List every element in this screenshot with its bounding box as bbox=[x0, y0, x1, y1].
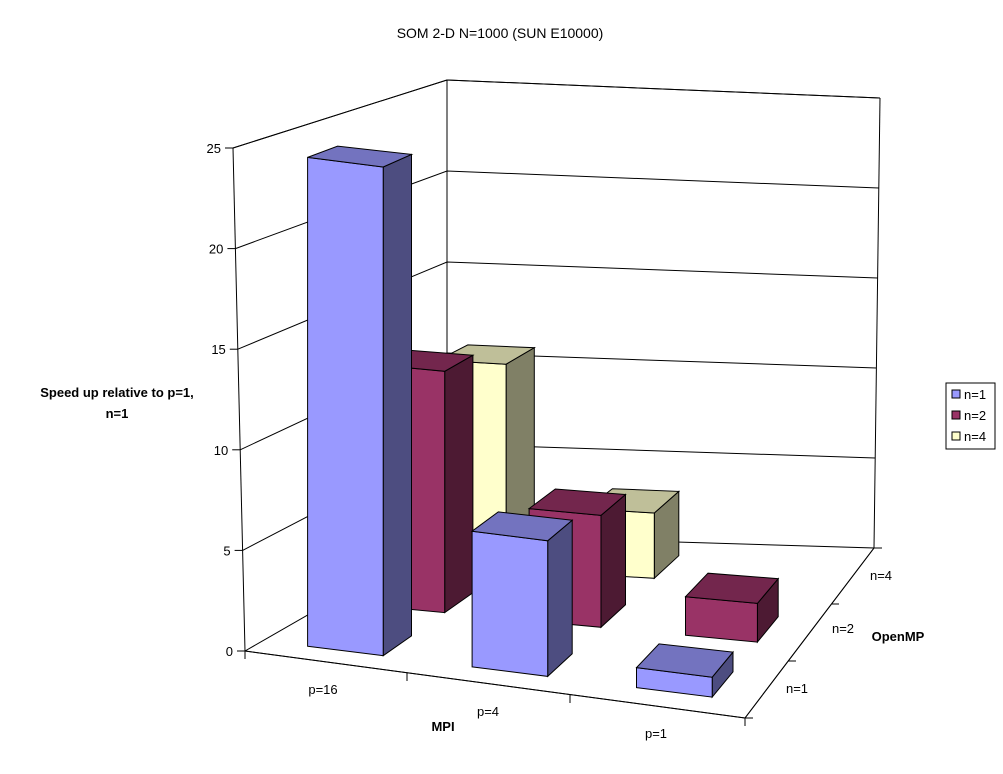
legend-label: n=2 bbox=[964, 408, 986, 423]
y-tick-label: 15 bbox=[211, 342, 225, 357]
depth-category-labels: n=1 n=2 n=4 bbox=[786, 568, 892, 696]
x-axis bbox=[244, 650, 746, 726]
y-axis-label-line1: Speed up relative to p=1, bbox=[40, 385, 194, 400]
depth-category-label: n=4 bbox=[870, 568, 892, 583]
depth-axis-label: OpenMP bbox=[872, 629, 925, 644]
depth-axis-line bbox=[744, 547, 875, 719]
x-category-label: p=4 bbox=[477, 704, 499, 719]
bar-top-face bbox=[470, 511, 574, 542]
bars bbox=[307, 145, 780, 699]
bar-front-face bbox=[307, 156, 384, 657]
x-category-label: p=16 bbox=[308, 682, 337, 697]
depth-category-label: n=1 bbox=[786, 681, 808, 696]
x-axis-label: MPI bbox=[431, 719, 454, 734]
bar bbox=[635, 643, 734, 699]
y-tick-labels: 0 5 10 15 20 25 bbox=[207, 141, 233, 659]
y-tick-label: 20 bbox=[209, 242, 223, 257]
y-tick-label: 10 bbox=[214, 443, 228, 458]
depth-category-label: n=2 bbox=[832, 621, 854, 636]
bar-top-face bbox=[635, 643, 734, 678]
bar bbox=[684, 572, 780, 644]
bar-front-face bbox=[685, 596, 758, 643]
bar-top-face bbox=[527, 488, 627, 516]
bar-side-face bbox=[600, 493, 626, 629]
bar-side-face bbox=[444, 354, 474, 614]
gridline bbox=[235, 170, 879, 250]
y-tick-label: 25 bbox=[207, 141, 221, 156]
x-axis-line bbox=[244, 650, 746, 719]
y-tick-label: 0 bbox=[226, 644, 233, 659]
bar-front-face bbox=[471, 530, 549, 677]
gridline bbox=[232, 79, 881, 149]
back-right-vertical-edge bbox=[873, 97, 881, 549]
legend-swatch bbox=[951, 431, 961, 441]
y-axis-label-line2: n=1 bbox=[106, 406, 129, 421]
depth-axis bbox=[744, 547, 882, 719]
chart-title: SOM 2-D N=1000 (SUN E10000) bbox=[397, 25, 604, 41]
bar-side-face bbox=[547, 519, 573, 678]
y-tick-label: 5 bbox=[223, 543, 230, 558]
bar-side-face bbox=[382, 153, 412, 657]
bar bbox=[307, 145, 414, 657]
legend-label: n=1 bbox=[964, 387, 986, 402]
y-axis-line bbox=[232, 147, 246, 652]
bar-top-face bbox=[307, 145, 414, 168]
legend-swatch bbox=[951, 389, 961, 399]
legend-label: n=4 bbox=[964, 429, 986, 444]
legend-swatch bbox=[951, 410, 961, 420]
legend: n=1 n=2 n=4 bbox=[945, 382, 996, 450]
x-category-label: p=1 bbox=[645, 726, 667, 741]
bar-top-face bbox=[684, 572, 780, 604]
bar bbox=[470, 511, 574, 678]
x-category-labels: p=16 p=4 p=1 bbox=[308, 682, 667, 741]
